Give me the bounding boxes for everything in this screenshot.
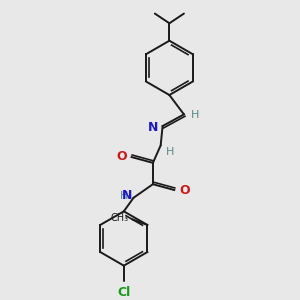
Text: Cl: Cl [117,286,130,299]
Text: O: O [179,184,190,197]
Text: O: O [116,150,127,163]
Text: H: H [191,110,199,120]
Text: CH₃: CH₃ [111,213,129,223]
Text: N: N [148,121,159,134]
Text: N: N [122,189,133,202]
Text: H: H [166,147,174,158]
Text: H: H [120,191,129,201]
